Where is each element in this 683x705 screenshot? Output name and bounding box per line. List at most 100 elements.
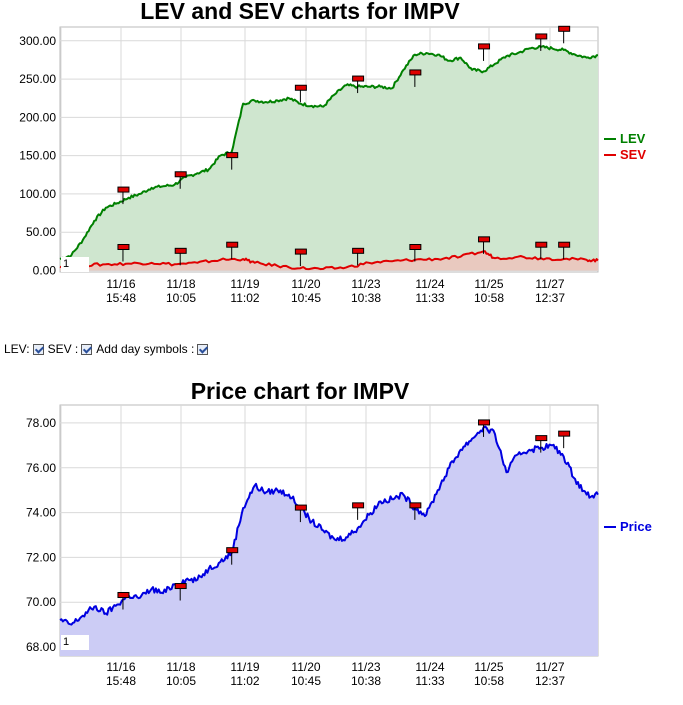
x-tick-time: 10:58 bbox=[474, 291, 504, 305]
day-marker-flag bbox=[478, 419, 491, 426]
x-tick-time: 10:58 bbox=[474, 674, 504, 688]
lev-toggle-label: LEV: bbox=[4, 342, 30, 356]
y-tick-label: 50.00 bbox=[26, 225, 56, 239]
lev-sev-chart-title: LEV and SEV charts for IMPV bbox=[140, 0, 460, 24]
x-tick-date: 11/18 bbox=[166, 660, 195, 674]
x-tick-date: 11/24 bbox=[415, 660, 444, 674]
sev-toggle-label: SEV : bbox=[47, 342, 79, 356]
day-marker-flag bbox=[558, 241, 571, 248]
day-symbols-checkbox[interactable] bbox=[197, 343, 209, 355]
y-tick-label: 74.00 bbox=[26, 506, 56, 520]
day-marker-flag bbox=[117, 186, 130, 193]
day-marker-flag bbox=[558, 25, 571, 32]
lev-toggle[interactable]: LEV: bbox=[4, 341, 48, 357]
price-chart-title: Price chart for IMPV bbox=[190, 378, 410, 404]
x-tick-time: 12:37 bbox=[535, 291, 565, 305]
day-marker-lev bbox=[409, 69, 422, 87]
day-marker-price bbox=[352, 502, 365, 520]
day-marker-flag bbox=[174, 171, 187, 178]
day-marker-flag bbox=[117, 244, 130, 250]
day-marker-flag bbox=[558, 430, 571, 437]
day-marker-flag bbox=[352, 502, 365, 509]
day-marker-flag bbox=[352, 247, 365, 254]
y-tick-label: 100.00 bbox=[19, 187, 56, 201]
day-marker-flag bbox=[535, 33, 548, 40]
y-tick-label: 78.00 bbox=[26, 416, 56, 430]
x-tick-time: 11:02 bbox=[230, 291, 259, 305]
day-marker-price bbox=[409, 502, 422, 520]
y-tick-label: 76.00 bbox=[26, 461, 56, 475]
x-tick-date: 11/27 bbox=[535, 277, 564, 291]
series-area-price bbox=[60, 426, 598, 656]
sev-toggle[interactable]: SEV : bbox=[48, 341, 97, 357]
y-tick-label: 150.00 bbox=[19, 149, 56, 163]
day-marker-flag bbox=[294, 248, 307, 255]
x-tick-time: 10:38 bbox=[351, 674, 381, 688]
day-marker-flag bbox=[294, 84, 307, 91]
day-marker-sev bbox=[294, 248, 307, 267]
y-tick-label: 68.00 bbox=[26, 640, 56, 654]
x-tick-time: 10:05 bbox=[166, 291, 196, 305]
y-tick-label: 300.00 bbox=[19, 34, 56, 48]
day-marker-flag bbox=[174, 247, 187, 254]
day-marker-flag bbox=[535, 241, 548, 248]
x-tick-time: 15:48 bbox=[106, 674, 136, 688]
x-tick-date: 11/23 bbox=[351, 277, 380, 291]
day-marker-lev bbox=[535, 33, 548, 51]
day-marker-lev bbox=[352, 75, 365, 94]
lev-sev-chart[interactable]: 0.00 50.00 100.00 150.00 200.00 250.00 300.00 1… bbox=[0, 0, 683, 320]
day-marker-sev bbox=[558, 241, 571, 260]
x-tick-time: 11:02 bbox=[230, 674, 259, 688]
day-marker-price bbox=[558, 430, 571, 449]
x-tick-time: 10:45 bbox=[291, 674, 321, 688]
x-tick-date: 11/18 bbox=[166, 277, 195, 291]
day-marker-price bbox=[294, 504, 307, 523]
y-tick-label: 72.00 bbox=[26, 550, 56, 564]
day-marker-price bbox=[535, 435, 548, 453]
series-line-sev bbox=[59, 250, 599, 271]
lev-checkbox[interactable] bbox=[32, 343, 44, 355]
day-marker-price bbox=[226, 547, 239, 565]
series-line-lev bbox=[59, 44, 598, 260]
y-tick-label: 250.00 bbox=[19, 72, 56, 86]
x-tick-date: 11/25 bbox=[474, 660, 503, 674]
day-symbols-label: Add day symbols : bbox=[96, 342, 195, 356]
day-marker-price bbox=[174, 583, 187, 601]
day-marker-sev bbox=[117, 244, 130, 262]
x-tick-time: 15:48 bbox=[106, 291, 136, 305]
day-marker-flag bbox=[226, 547, 239, 554]
day-marker-sev bbox=[352, 247, 365, 266]
day-marker-flag bbox=[352, 75, 365, 82]
day-marker-sev bbox=[478, 236, 491, 254]
legend-label-sev: SEV bbox=[620, 147, 646, 162]
x-tick-time: 11:33 bbox=[415, 674, 444, 688]
x-tick-time: 10:38 bbox=[351, 291, 381, 305]
x-tick-time: 10:05 bbox=[166, 674, 196, 688]
price-zoom-input[interactable]: 1 bbox=[61, 635, 89, 650]
day-symbols-toggle[interactable]: Add day symbols : bbox=[96, 341, 212, 357]
x-tick-date: 11/25 bbox=[474, 277, 503, 291]
legend-label-price: Price bbox=[620, 519, 652, 534]
day-marker-lev bbox=[558, 25, 571, 44]
day-marker-flag bbox=[409, 69, 422, 76]
x-tick-date: 11/19 bbox=[230, 660, 259, 674]
sev-checkbox[interactable] bbox=[81, 343, 93, 355]
day-marker-flag bbox=[226, 241, 239, 248]
day-marker-price bbox=[117, 591, 130, 610]
day-marker-flag bbox=[409, 502, 422, 509]
day-marker-flag bbox=[535, 435, 548, 442]
day-marker-lev bbox=[117, 186, 130, 205]
day-marker-flag bbox=[478, 236, 491, 243]
series-area-sev bbox=[60, 251, 598, 271]
x-tick-date: 11/20 bbox=[291, 660, 320, 674]
lev-zoom-input[interactable]: 1 bbox=[61, 257, 89, 272]
y-tick-label: 0.00 bbox=[33, 263, 57, 277]
legend-label-lev: LEV bbox=[620, 131, 646, 146]
x-tick-date: 11/20 bbox=[291, 277, 320, 291]
day-marker-lev bbox=[294, 84, 307, 103]
day-marker-flag bbox=[174, 583, 187, 590]
day-marker-price bbox=[478, 419, 491, 437]
series-area-lev bbox=[60, 45, 598, 271]
day-marker-sev bbox=[409, 244, 422, 262]
